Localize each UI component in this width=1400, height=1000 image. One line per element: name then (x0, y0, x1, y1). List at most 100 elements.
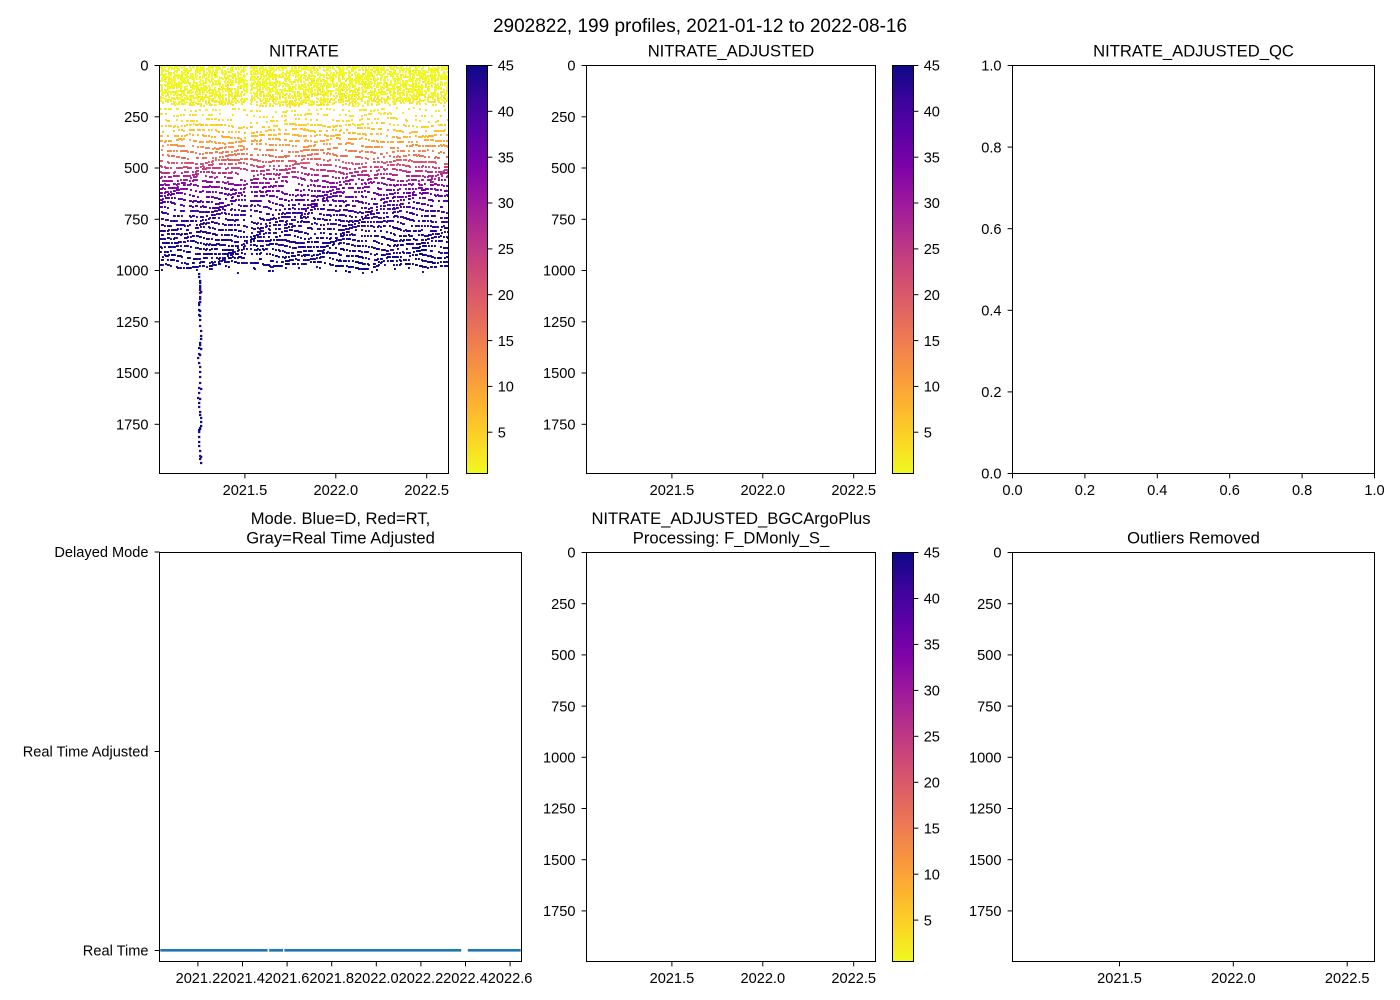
svg-text:2022.0: 2022.0 (313, 483, 358, 499)
svg-text:750: 750 (977, 699, 1001, 715)
svg-text:0.0: 0.0 (1002, 483, 1022, 499)
svg-text:1000: 1000 (543, 264, 575, 280)
svg-text:2021.5: 2021.5 (650, 483, 695, 499)
svg-text:5: 5 (498, 425, 506, 441)
svg-text:NITRATE_ADJUSTED: NITRATE_ADJUSTED (648, 41, 815, 60)
svg-text:0.2: 0.2 (1075, 483, 1095, 499)
svg-text:2022.0: 2022.0 (740, 971, 785, 987)
svg-text:Delayed Mode: Delayed Mode (54, 545, 148, 561)
svg-text:30: 30 (924, 196, 940, 212)
svg-text:NITRATE: NITRATE (269, 41, 339, 60)
svg-text:0.4: 0.4 (1147, 483, 1167, 499)
svg-text:0.4: 0.4 (981, 304, 1001, 320)
svg-text:500: 500 (551, 648, 575, 664)
svg-text:0: 0 (140, 59, 148, 75)
svg-text:NITRATE_ADJUSTED_BGCArgoPlus: NITRATE_ADJUSTED_BGCArgoPlus (591, 509, 870, 528)
svg-text:500: 500 (977, 648, 1001, 664)
svg-text:5: 5 (924, 425, 932, 441)
svg-text:1000: 1000 (116, 264, 148, 280)
svg-text:35: 35 (924, 638, 940, 654)
svg-text:40: 40 (924, 592, 940, 608)
svg-text:1250: 1250 (543, 315, 575, 331)
svg-text:35: 35 (498, 150, 514, 166)
svg-text:1250: 1250 (116, 315, 148, 331)
svg-text:25: 25 (498, 242, 514, 258)
svg-text:15: 15 (924, 821, 940, 837)
svg-text:0: 0 (567, 546, 575, 562)
svg-text:0.8: 0.8 (981, 140, 1001, 156)
svg-text:1.0: 1.0 (981, 59, 1001, 75)
svg-text:0.8: 0.8 (1292, 483, 1312, 499)
svg-text:2022.5: 2022.5 (831, 483, 876, 499)
svg-text:10: 10 (498, 380, 514, 396)
svg-text:1250: 1250 (543, 802, 575, 818)
svg-text:35: 35 (924, 150, 940, 166)
svg-text:NITRATE_ADJUSTED_QC: NITRATE_ADJUSTED_QC (1093, 41, 1294, 60)
svg-text:250: 250 (551, 110, 575, 126)
svg-text:1000: 1000 (969, 751, 1001, 767)
svg-text:2022.5: 2022.5 (831, 971, 876, 987)
svg-text:30: 30 (498, 196, 514, 212)
svg-text:1750: 1750 (543, 418, 575, 434)
svg-text:10: 10 (924, 380, 940, 396)
svg-text:1250: 1250 (969, 802, 1001, 818)
svg-text:Mode. Blue=D, Red=RT,: Mode. Blue=D, Red=RT, (251, 509, 431, 528)
svg-text:1750: 1750 (116, 418, 148, 434)
svg-text:750: 750 (551, 699, 575, 715)
svg-text:1500: 1500 (543, 366, 575, 382)
svg-text:15: 15 (924, 334, 940, 350)
svg-text:Gray=Real Time Adjusted: Gray=Real Time Adjusted (246, 529, 435, 548)
svg-text:20: 20 (924, 776, 940, 792)
svg-text:0.2: 0.2 (981, 385, 1001, 401)
svg-text:10: 10 (924, 867, 940, 883)
svg-text:2022.6: 2022.6 (488, 971, 533, 987)
svg-text:2022.0: 2022.0 (354, 971, 399, 987)
svg-text:500: 500 (124, 161, 148, 177)
svg-text:0.6: 0.6 (981, 222, 1001, 238)
svg-text:2022.0: 2022.0 (740, 483, 785, 499)
svg-text:15: 15 (498, 334, 514, 350)
svg-text:Real Time: Real Time (83, 944, 149, 960)
svg-text:40: 40 (498, 105, 514, 121)
svg-text:2022.5: 2022.5 (404, 483, 449, 499)
svg-text:2021.2: 2021.2 (176, 971, 221, 987)
svg-text:2021.5: 2021.5 (650, 971, 695, 987)
svg-text:2022.4: 2022.4 (443, 971, 488, 987)
svg-text:0: 0 (567, 59, 575, 75)
svg-text:45: 45 (498, 59, 514, 75)
svg-text:1500: 1500 (543, 853, 575, 869)
svg-text:1750: 1750 (969, 904, 1001, 920)
svg-text:25: 25 (924, 730, 940, 746)
svg-text:2021.4: 2021.4 (220, 971, 265, 987)
svg-text:2902822, 199 profiles, 2021-01: 2902822, 199 profiles, 2021-01-12 to 202… (493, 16, 907, 37)
svg-text:2022.0: 2022.0 (1211, 971, 1256, 987)
svg-text:30: 30 (924, 684, 940, 700)
svg-text:1750: 1750 (543, 904, 575, 920)
svg-text:45: 45 (924, 546, 940, 562)
svg-text:45: 45 (924, 59, 940, 75)
svg-text:250: 250 (977, 597, 1001, 613)
svg-text:0.0: 0.0 (981, 467, 1001, 483)
svg-text:Real Time Adjusted: Real Time Adjusted (23, 745, 149, 761)
svg-text:1500: 1500 (116, 366, 148, 382)
svg-text:2021.5: 2021.5 (223, 483, 268, 499)
svg-text:40: 40 (924, 105, 940, 121)
svg-text:1.0: 1.0 (1364, 483, 1384, 499)
svg-text:500: 500 (551, 161, 575, 177)
svg-text:750: 750 (551, 213, 575, 229)
svg-text:2021.8: 2021.8 (309, 971, 354, 987)
svg-text:20: 20 (498, 288, 514, 304)
svg-text:0: 0 (993, 546, 1001, 562)
svg-text:2022.5: 2022.5 (1325, 971, 1370, 987)
svg-text:5: 5 (924, 913, 932, 929)
svg-text:0.6: 0.6 (1220, 483, 1240, 499)
svg-text:1000: 1000 (543, 751, 575, 767)
svg-text:250: 250 (124, 110, 148, 126)
svg-text:2021.6: 2021.6 (265, 971, 310, 987)
svg-text:Processing: F_DMonly_S_: Processing: F_DMonly_S_ (633, 529, 830, 548)
svg-text:Outliers Removed: Outliers Removed (1127, 529, 1260, 548)
svg-text:2021.5: 2021.5 (1097, 971, 1142, 987)
svg-text:2022.2: 2022.2 (399, 971, 444, 987)
svg-text:750: 750 (124, 213, 148, 229)
svg-text:250: 250 (551, 597, 575, 613)
